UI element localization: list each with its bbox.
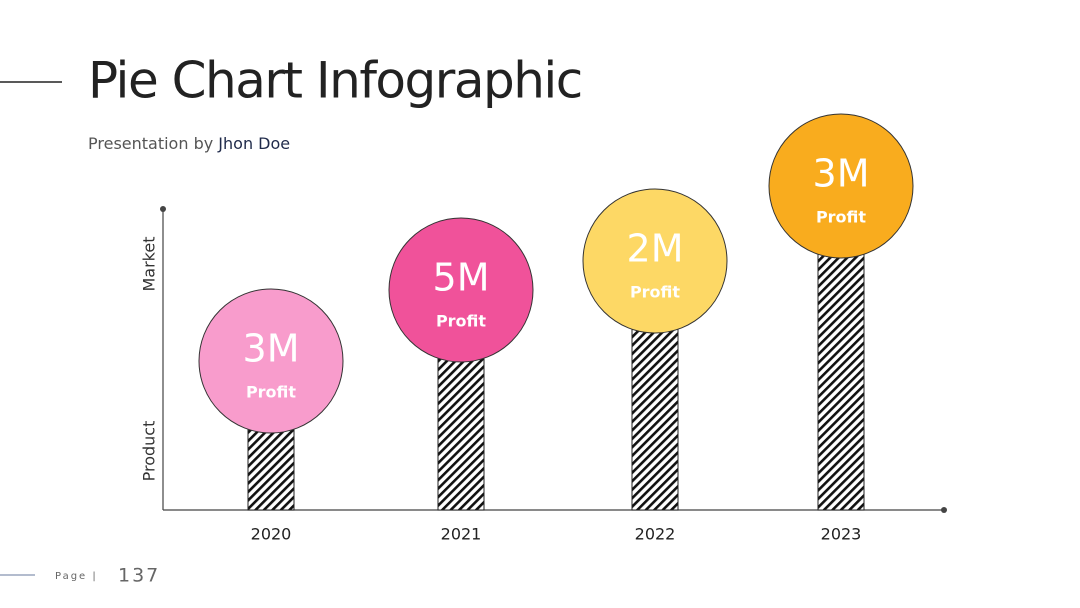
page-number: 137: [118, 565, 160, 587]
author: Jhon Doe: [217, 134, 290, 153]
year-label: 2022: [635, 525, 676, 544]
title: Pie Chart Infographic: [88, 52, 582, 110]
year-label: 2020: [251, 525, 292, 544]
year-label: 2021: [441, 525, 482, 544]
bubble: [388, 217, 534, 363]
axis-label: Market: [140, 237, 159, 292]
bubble-value: 5M: [433, 256, 490, 300]
bubble-caption: Profit: [436, 312, 486, 331]
subtitle: Presentation by Jhon Doe: [88, 134, 290, 153]
page-word: Page |: [55, 571, 98, 582]
axis-dot: [941, 507, 947, 513]
bubble-value: 3M: [243, 327, 300, 371]
bubble-caption: Profit: [630, 283, 680, 302]
bubble: [768, 113, 914, 259]
bubble: [198, 288, 344, 434]
axis-dot: [160, 206, 166, 212]
bubble-value: 2M: [627, 227, 684, 271]
bubble-caption: Profit: [816, 208, 866, 227]
subtitle-prefix: Presentation by: [88, 134, 213, 153]
axis-label: Product: [140, 421, 159, 482]
bubble: [582, 188, 728, 334]
bubble-value: 3M: [813, 152, 870, 196]
items: 3M Profit 2020 5M Profit 2021 2M Profit 2022 3M Pr…: [198, 113, 914, 544]
year-label: 2023: [821, 525, 862, 544]
bubble-caption: Profit: [246, 383, 296, 402]
